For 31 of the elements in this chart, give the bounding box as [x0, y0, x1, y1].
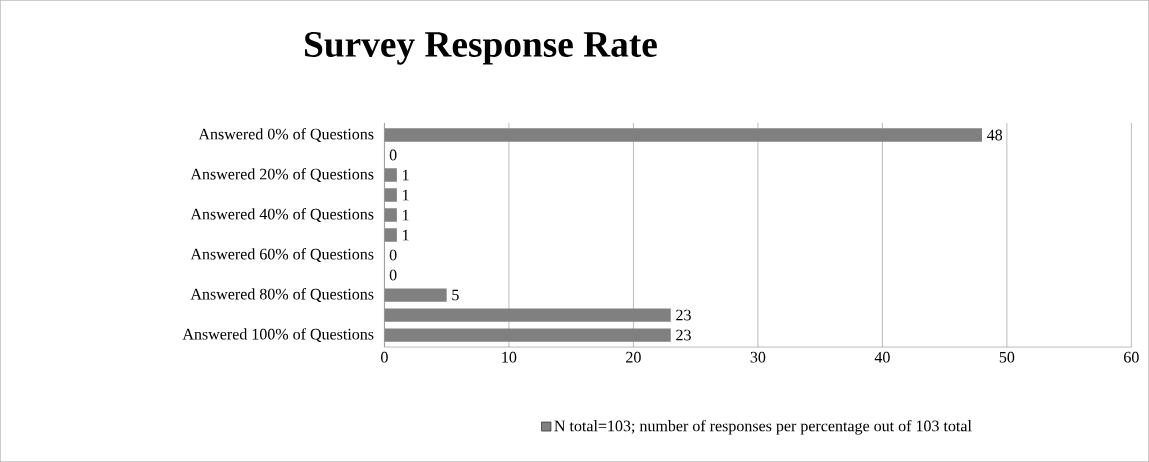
- data-label: 23: [676, 309, 691, 321]
- data-label: 1: [402, 229, 409, 241]
- data-label: 1: [402, 189, 409, 201]
- y-tick-label: Answered 0% of Questions: [198, 128, 374, 142]
- x-tick-label: 40: [874, 351, 890, 363]
- data-label: 5: [452, 289, 459, 301]
- bar: [384, 168, 397, 182]
- legend-label: N total=103; number of responses per percentage out of 103 total: [554, 419, 972, 435]
- x-tick-label: 60: [1124, 351, 1139, 363]
- x-tick-label: 30: [750, 351, 766, 363]
- bar: [384, 288, 447, 302]
- x-tick-label: 20: [626, 351, 641, 363]
- x-tick-label: 0: [381, 351, 388, 363]
- y-tick-label: Answered 100% of Questions: [182, 328, 374, 342]
- x-tick-label: 10: [502, 351, 517, 363]
- y-tick-label: Answered 20% of Questions: [190, 168, 374, 182]
- data-label: 23: [676, 329, 691, 341]
- data-label: 0: [389, 269, 397, 281]
- bar: [384, 228, 397, 242]
- y-tick-label: Answered 40% of Questions: [190, 208, 374, 222]
- x-tick-label: 50: [999, 351, 1015, 363]
- data-label: 48: [987, 129, 1003, 141]
- y-tick-label: Answered 80% of Questions: [190, 288, 374, 302]
- data-label: 0: [389, 249, 397, 261]
- chart-title: Survey Response Rate: [305, 31, 657, 65]
- y-tick-label: Answered 60% of Questions: [190, 248, 374, 262]
- bar: [384, 208, 397, 222]
- bar: [384, 188, 397, 202]
- data-label: 1: [402, 169, 409, 181]
- data-label: 0: [389, 149, 397, 161]
- data-label: 1: [402, 209, 409, 221]
